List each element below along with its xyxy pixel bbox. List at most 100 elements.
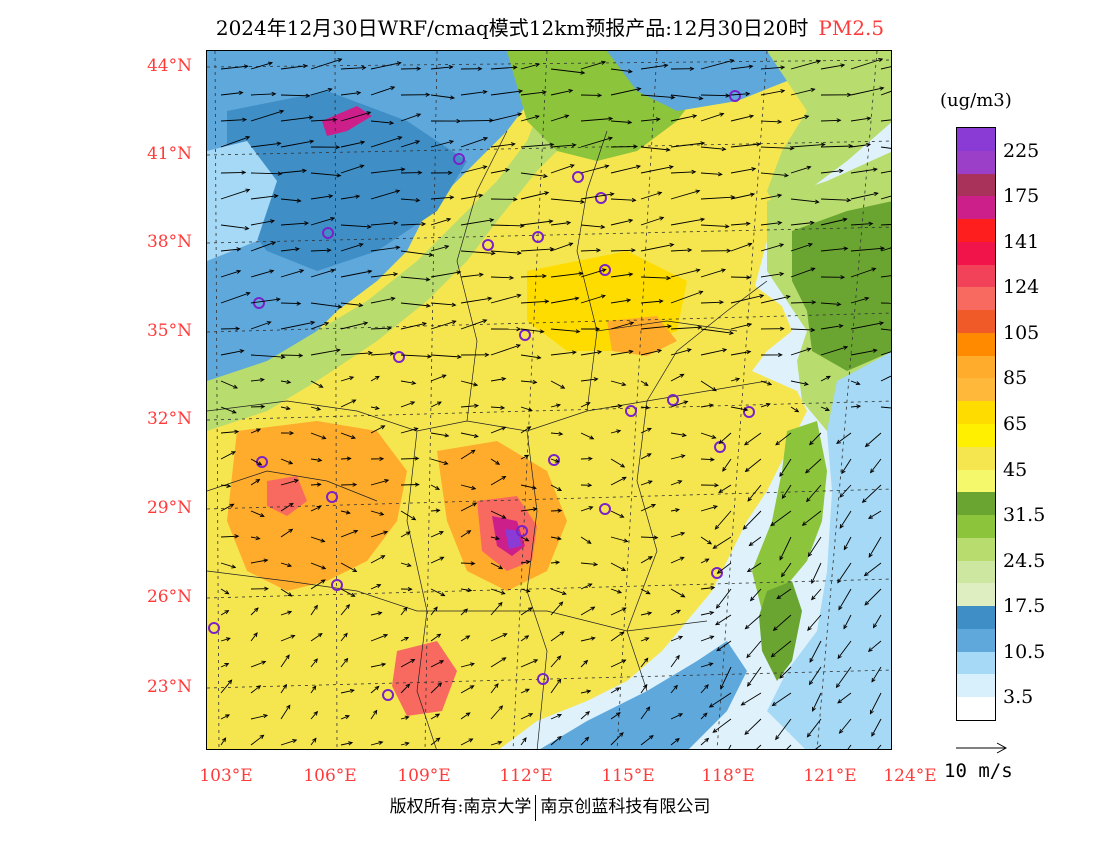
wind-arrow-head: [224, 590, 230, 595]
wind-arrow-head: [379, 511, 385, 516]
wind-arrow: [640, 706, 650, 720]
colorbar-tick-label: 141: [1003, 230, 1040, 253]
wind-arrow-head: [659, 216, 665, 221]
wind-arrow-head: [745, 91, 751, 97]
wind-arrow: [790, 198, 819, 203]
wind-arrow: [280, 380, 291, 383]
wind-arrow-head: [527, 607, 533, 612]
wind-arrow-head: [556, 655, 562, 661]
wind-arrow-head: [358, 243, 364, 248]
wind-arrow: [220, 350, 244, 356]
wind-arrow: [730, 276, 751, 278]
northwest-deep-blue: [227, 91, 467, 271]
wind-arrow: [280, 65, 307, 70]
wind-arrow-head: [801, 521, 807, 526]
wind-arrow: [310, 406, 321, 411]
wind-arrow: [310, 605, 318, 616]
wind-arrow: [610, 536, 628, 542]
lon-label-106: 106°E: [303, 766, 357, 786]
wind-arrow: [871, 666, 882, 683]
wind-arrow: [490, 276, 514, 279]
wind-arrow-head: [393, 220, 399, 226]
wind-arrow-head: [286, 704, 291, 710]
lat-label-29: 29°N: [146, 498, 192, 518]
wind-arrow-head: [261, 660, 267, 665]
wind-arrow: [760, 172, 789, 177]
colorbar-tick-label: 17.5: [1003, 595, 1046, 618]
wind-arrow: [400, 302, 430, 307]
wind-arrow: [370, 246, 400, 252]
wind-arrow: [640, 64, 668, 70]
wind-arrow-head: [846, 198, 852, 203]
wind-arrow-head: [838, 323, 844, 329]
wind-arrow: [550, 736, 562, 746]
wind-arrow: [670, 269, 700, 278]
wind-arrow-head: [525, 559, 531, 565]
wind-arrow: [730, 65, 753, 70]
wind-arrow-head: [267, 61, 274, 66]
wind-arrow-head: [500, 405, 506, 410]
wind-arrow: [430, 196, 454, 200]
wind-arrow-head: [695, 268, 701, 273]
wind-arrow-head: [670, 95, 676, 100]
wind-arrow-head: [224, 610, 230, 615]
wind-arrow: [580, 562, 598, 566]
wind-arrow: [370, 273, 398, 278]
wind-arrow-head: [601, 268, 607, 273]
wind-arrow-head: [495, 460, 501, 465]
wind-arrow-head: [750, 192, 756, 197]
wind-arrow: [640, 453, 652, 460]
wind-arrow: [580, 536, 592, 544]
wind-arrow-head: [855, 381, 861, 386]
wind-arrow: [865, 432, 882, 447]
wind-arrow: [779, 536, 792, 560]
city-markers: [208, 90, 755, 701]
wind-arrow: [310, 88, 332, 96]
wind-arrow-head: [620, 463, 626, 468]
wind-arrow-head: [368, 350, 374, 356]
east-sea-blue: [767, 352, 891, 749]
lon-label-124: 124°E: [883, 766, 937, 786]
wind-arrow: [864, 588, 882, 606]
wind-arrow: [520, 484, 536, 489]
wind-arrow-head: [777, 193, 783, 198]
wind-arrow-head: [285, 654, 290, 660]
wind-arrow: [700, 328, 734, 334]
wind-arrow: [836, 432, 852, 444]
wind-arrow: [430, 218, 451, 226]
wind-arrow-head: [522, 737, 527, 743]
wind-arrow-head: [843, 246, 849, 251]
wind-arrow: [250, 298, 280, 304]
wind-arrow-head: [864, 442, 870, 448]
wind-arrow: [250, 559, 268, 564]
wind-arrow: [370, 555, 385, 564]
wind-arrow: [310, 579, 326, 590]
wind-arrow-head: [673, 684, 678, 690]
wind-arrow: [340, 399, 356, 408]
wind-arrow: [250, 661, 266, 668]
wind-arrow: [760, 295, 790, 304]
wind-arrow-head: [447, 170, 453, 175]
wind-arrow: [430, 531, 444, 538]
wind-arrow-head: [779, 326, 785, 331]
wind-arrow-head: [574, 296, 580, 301]
wind-arrow-head: [316, 506, 322, 510]
wind-arrow-head: [256, 428, 262, 433]
wind-arrow: [820, 119, 841, 122]
wind-arrow-head: [608, 136, 613, 141]
wind-arrow-head: [358, 302, 364, 308]
wind-arrow-head: [627, 69, 633, 74]
wind-arrow-head: [781, 572, 786, 578]
wind-arrow: [700, 558, 709, 564]
wind-arrow-head: [245, 135, 251, 141]
wind-arrow-head: [427, 354, 433, 359]
wind-arrow: [640, 658, 649, 668]
wind-arrow: [640, 349, 662, 356]
wind-arrow-head: [224, 663, 230, 667]
wind-arrow: [700, 404, 713, 408]
wind-arrow-head: [804, 115, 810, 120]
colorbar: [956, 127, 996, 721]
wind-arrow: [400, 140, 420, 148]
colorbar-swatch: [957, 469, 995, 493]
wind-arrow: [747, 484, 762, 502]
